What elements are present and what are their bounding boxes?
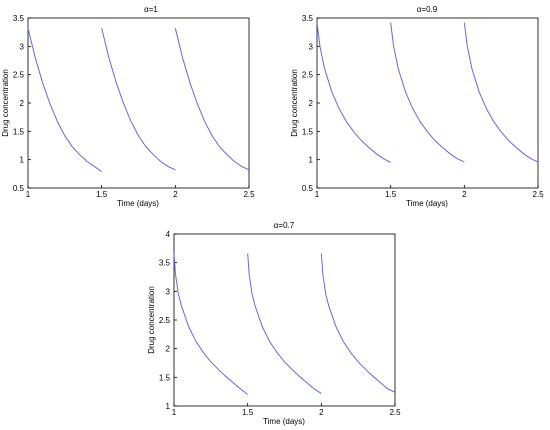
x-axis-label: Time (days) (117, 199, 159, 208)
series-lines (27, 28, 250, 172)
y-tick-label: 3 (20, 42, 25, 51)
x-axis-label: Time (days) (263, 417, 305, 426)
y-tick-label: 2 (20, 99, 25, 108)
x-tick-label: 2.5 (243, 190, 255, 199)
x-tick-label: 1 (172, 408, 177, 417)
y-tick-label: 3.5 (302, 14, 314, 23)
plot-frame (27, 17, 250, 189)
y-tick-label: 2.5 (13, 71, 25, 80)
y-tick-label: 2.5 (159, 316, 171, 325)
series-line-2 (247, 253, 322, 394)
x-tick-label: 2 (462, 190, 467, 199)
y-tick-label: 3.5 (13, 14, 25, 23)
y-axis-label: Drug concentration (147, 286, 156, 354)
y-tick-label: 3 (166, 287, 171, 296)
y-tick-label: 2 (309, 99, 314, 108)
y-tick-label: 1 (309, 156, 314, 165)
y-axis-label: Drug concentration (290, 69, 299, 137)
y-tick-label: 1.5 (302, 127, 314, 136)
series-line-3 (463, 22, 539, 163)
y-tick-label: 3 (309, 42, 314, 51)
series-line-1 (316, 22, 391, 163)
x-tick-label: 2.5 (389, 408, 401, 417)
y-tick-label: 2 (166, 345, 171, 354)
x-tick-label: 1.5 (96, 190, 108, 199)
plot-frame (316, 17, 539, 189)
x-axis-label: Time (days) (406, 199, 448, 208)
panel-title: α=1 (144, 5, 158, 14)
ticks: 1 1.5 2 2.50.511.522.533.5 (13, 14, 255, 199)
x-tick-label: 1.5 (385, 190, 397, 199)
series-lines (316, 22, 539, 163)
y-tick-label: 0.5 (13, 184, 25, 193)
panel-alpha-0.7: α=0.7 1 1.5 2 2.511.522.533.54 Time (days) … (147, 221, 401, 426)
x-tick-label: 2 (319, 408, 324, 417)
ticks: 1 1.5 2 2.50.511.522.533.5 (302, 14, 544, 199)
ticks: 1 1.5 2 2.5 1 1.5 2 2.5 3 3.5 4 (159, 230, 401, 417)
y-tick-label: 0.5 (302, 184, 314, 193)
y-tick-label: 4 (166, 230, 171, 239)
x-tick-label: 1.5 (242, 408, 254, 417)
series-line-1 (27, 28, 102, 172)
y-axis-label: Drug concentration (1, 69, 10, 137)
x-tick-label: 2.5 (532, 190, 544, 199)
panel-alpha-0.9: α=0.9 1 1.5 2 2.50.511.522.533.5 Time (days… (290, 5, 544, 208)
series-line-2 (390, 22, 465, 163)
series-lines (173, 253, 396, 395)
y-tick-label: 2.5 (302, 71, 314, 80)
series-line-3 (320, 253, 396, 393)
x-tick-label: 2 (173, 190, 178, 199)
series-line-3 (174, 28, 250, 171)
panel-title: α=0.9 (417, 5, 438, 14)
plot-frame (173, 233, 396, 407)
y-tick-label: 3.5 (159, 259, 171, 268)
x-tick-label: 1 (315, 190, 320, 199)
series-line-1 (173, 253, 248, 395)
y-tick-label: 1 (20, 156, 25, 165)
y-tick-label: 1.5 (13, 127, 25, 136)
panel-title: α=0.7 (274, 221, 295, 230)
x-tick-label: 1 (26, 190, 31, 199)
y-tick-label: 1 (166, 402, 171, 411)
panel-alpha-1: α=1 1 1.5 2 2.50.511.522.533.5 Time (days) … (1, 5, 255, 208)
series-line-2 (101, 28, 176, 171)
y-tick-label: 1.5 (159, 373, 171, 382)
